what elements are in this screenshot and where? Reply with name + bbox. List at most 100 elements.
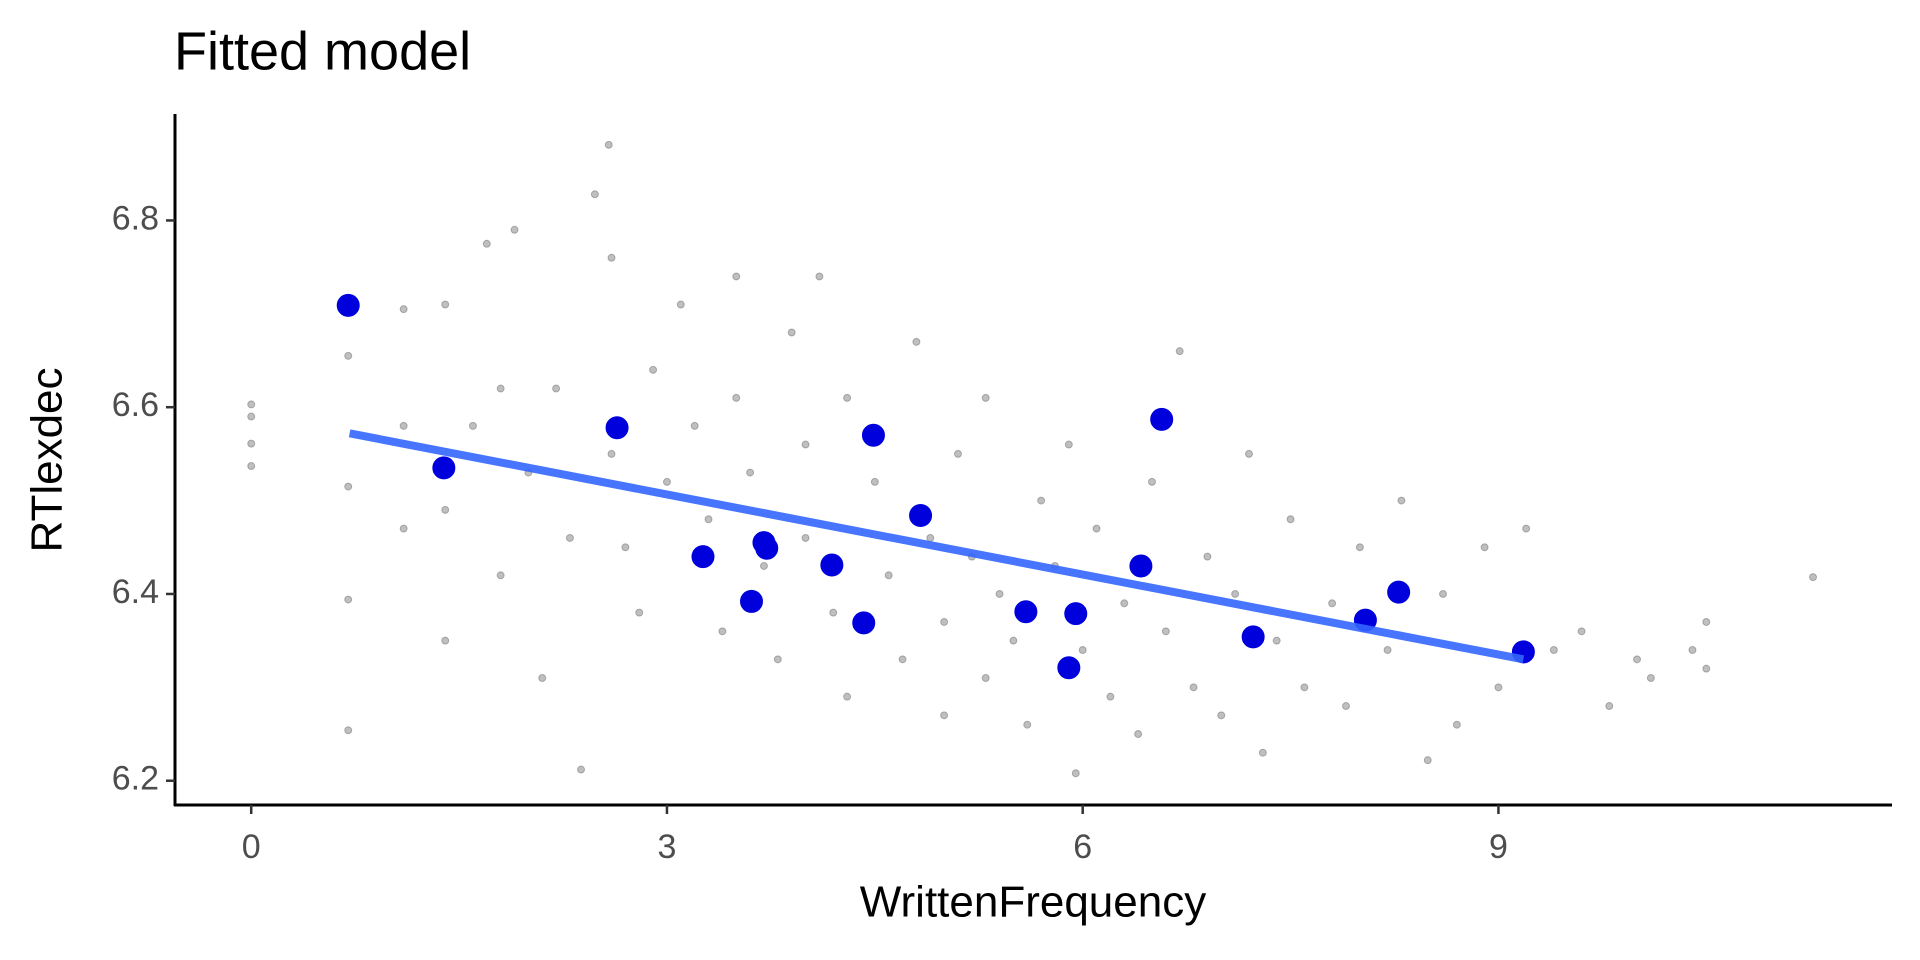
point: [981, 393, 990, 402]
point: [1605, 702, 1614, 711]
point: [1129, 554, 1153, 578]
point: [829, 608, 838, 617]
point: [1037, 496, 1046, 505]
point: [1272, 636, 1281, 645]
point: [995, 589, 1004, 598]
y-tick-label: 6.8: [112, 199, 159, 237]
point: [1064, 602, 1088, 626]
point: [565, 533, 574, 542]
point: [940, 617, 949, 626]
point: [912, 337, 921, 346]
point: [801, 440, 810, 449]
y-axis-label: RTlexdec: [23, 367, 72, 552]
point: [909, 504, 933, 528]
point: [607, 449, 616, 458]
point: [1423, 756, 1432, 765]
point: [1057, 656, 1081, 680]
point: [759, 561, 768, 570]
point: [1009, 636, 1018, 645]
x-tick-label: 0: [242, 828, 261, 866]
y-tick-label: 6.2: [112, 760, 159, 798]
point: [861, 423, 885, 447]
point: [510, 225, 519, 234]
point: [1809, 573, 1818, 582]
point: [1439, 589, 1448, 598]
point: [336, 293, 360, 317]
point: [690, 421, 699, 430]
point: [1217, 711, 1226, 720]
point: [676, 300, 685, 309]
point: [538, 674, 547, 683]
point: [1244, 449, 1253, 458]
point: [1702, 617, 1711, 626]
point: [1387, 580, 1411, 604]
point: [1150, 407, 1174, 431]
y-tick-label: 6.6: [112, 386, 159, 424]
point: [1494, 683, 1503, 692]
point: [898, 655, 907, 664]
point: [773, 655, 782, 664]
point: [1147, 477, 1156, 486]
point: [953, 449, 962, 458]
point: [1577, 627, 1586, 636]
point: [843, 692, 852, 701]
point: [940, 711, 949, 720]
point: [1646, 674, 1655, 683]
point: [691, 545, 715, 569]
point: [1480, 543, 1489, 552]
point: [1189, 683, 1198, 692]
point: [577, 765, 586, 774]
point: [247, 412, 256, 421]
point: [1383, 645, 1392, 654]
point: [441, 505, 450, 514]
point: [607, 253, 616, 262]
point: [432, 456, 456, 480]
point: [1549, 645, 1558, 654]
point: [662, 477, 671, 486]
point: [1134, 730, 1143, 739]
point: [1175, 347, 1184, 356]
point: [1633, 655, 1642, 664]
point: [1522, 524, 1531, 533]
point: [732, 393, 741, 402]
point: [746, 468, 755, 477]
point: [787, 328, 796, 337]
point: [496, 571, 505, 580]
point: [344, 351, 353, 360]
point: [852, 611, 876, 635]
point: [1071, 769, 1080, 778]
point: [344, 482, 353, 491]
point: [801, 533, 810, 542]
point: [399, 305, 408, 314]
x-tick-label: 9: [1489, 828, 1508, 866]
point: [344, 726, 353, 735]
point: [926, 533, 935, 542]
point: [870, 477, 879, 486]
y-tick-label: 6.4: [112, 573, 159, 611]
point: [704, 515, 713, 524]
point: [1161, 627, 1170, 636]
point: [635, 608, 644, 617]
point: [552, 384, 561, 393]
point: [496, 384, 505, 393]
point: [1092, 524, 1101, 533]
point: [843, 393, 852, 402]
point: [1064, 440, 1073, 449]
point: [1231, 589, 1240, 598]
x-axis-label: WrittenFrequency: [860, 878, 1206, 927]
point: [247, 400, 256, 409]
point: [604, 140, 613, 149]
point: [739, 589, 763, 613]
point: [1078, 645, 1087, 654]
point: [441, 636, 450, 645]
point: [590, 190, 599, 199]
point: [399, 524, 408, 533]
point: [1355, 543, 1364, 552]
point: [1120, 599, 1129, 608]
point: [482, 239, 491, 248]
point: [1286, 515, 1295, 524]
point: [1300, 683, 1309, 692]
point: [755, 536, 779, 560]
point: [1452, 720, 1461, 729]
